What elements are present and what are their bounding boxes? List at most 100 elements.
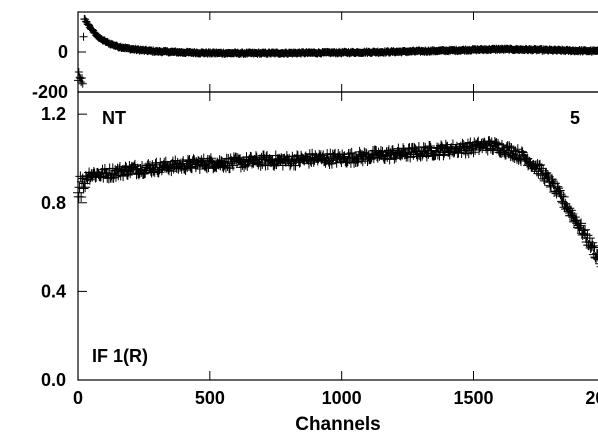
amplitude-point	[587, 240, 598, 251]
amplitude-point	[425, 141, 436, 152]
amplitude-point	[417, 150, 428, 161]
amplitude-point	[564, 203, 575, 214]
amplitude-point	[395, 150, 406, 161]
amplitude-point	[585, 242, 596, 253]
amplitude-y-tick-label: 0.0	[41, 370, 66, 390]
phase-y-tick-label: 0	[58, 42, 68, 62]
amplitude-point	[499, 147, 510, 158]
amplitude-point	[462, 145, 473, 156]
if-label: IF 1(R)	[92, 346, 148, 366]
amplitude-point	[78, 183, 89, 194]
amplitude-point	[375, 145, 386, 156]
amplitude-point	[144, 160, 155, 171]
amplitude-y-tick-label: 1.2	[41, 104, 66, 124]
phase-point	[77, 73, 86, 82]
amplitude-point	[504, 141, 515, 152]
amplitude-point	[253, 159, 264, 170]
amplitude-point	[574, 223, 585, 234]
amplitude-point	[421, 151, 432, 162]
amplitude-point	[500, 149, 511, 160]
amplitude-point	[493, 145, 504, 156]
phase-point	[74, 68, 83, 77]
phase-ticks: 0 -200	[32, 12, 475, 102]
amplitude-point	[505, 151, 516, 162]
amplitude-point	[541, 167, 552, 178]
amplitude-x-tick-label: 500	[195, 388, 225, 408]
amplitude-point	[593, 254, 598, 265]
amplitude-point	[493, 138, 504, 149]
amplitude-point	[110, 171, 121, 182]
amplitude-point	[580, 224, 591, 235]
amplitude-point	[439, 147, 450, 158]
amplitude-point	[536, 163, 547, 174]
amplitude-points	[73, 135, 598, 268]
amplitude-point	[547, 176, 558, 187]
amplitude-point	[115, 170, 126, 181]
amplitude-point	[80, 182, 91, 193]
amplitude-point	[508, 145, 519, 156]
amplitude-point	[432, 149, 443, 160]
amplitude-point	[409, 142, 420, 153]
amplitude-point	[532, 159, 543, 170]
baseline-label: NT	[102, 108, 126, 128]
amplitude-x-tick-label: 1000	[322, 388, 362, 408]
phase-panel: 0 -200	[32, 11, 598, 102]
amplitude-point	[542, 170, 553, 181]
amplitude-point	[186, 163, 197, 174]
amplitude-point	[118, 171, 129, 182]
amplitude-point	[441, 142, 452, 153]
amplitude-point	[214, 155, 225, 166]
amplitude-point	[491, 138, 502, 149]
phase-point	[77, 78, 86, 87]
amplitude-point	[595, 263, 598, 265]
amplitude-point	[582, 230, 593, 241]
amplitude-point	[409, 143, 420, 154]
amplitude-point	[558, 191, 569, 202]
amplitude-x-tick-label: 0	[73, 388, 83, 408]
amplitude-point	[468, 147, 479, 158]
amplitude-point	[553, 187, 564, 198]
amplitude-point	[352, 156, 363, 167]
amplitude-point	[265, 154, 276, 165]
phase-points	[74, 14, 598, 88]
amplitude-point	[488, 144, 499, 155]
amplitude-y-tick-label: 0.8	[41, 193, 66, 213]
amplitude-point	[128, 162, 139, 173]
panel-number-label: 5	[570, 108, 580, 128]
amplitude-point	[170, 155, 181, 166]
x-axis-title: Channels	[295, 414, 381, 434]
amplitude-x-tick-label: 1500	[453, 388, 493, 408]
amplitude-point	[150, 159, 161, 170]
amplitude-point	[557, 197, 568, 208]
amplitude-point	[418, 142, 429, 153]
phase-point	[79, 32, 88, 41]
amplitude-point	[227, 158, 238, 169]
amplitude-point	[185, 161, 196, 172]
amplitude-point	[190, 162, 201, 173]
amplitude-point	[269, 160, 280, 171]
amplitude-point	[112, 163, 123, 174]
amplitude-point	[148, 166, 159, 177]
amplitude-point	[394, 150, 405, 161]
amplitude-point	[76, 191, 87, 202]
amplitude-point	[584, 233, 595, 244]
amplitude-point	[232, 153, 243, 164]
amplitude-point	[181, 160, 192, 171]
amplitude-point	[462, 138, 473, 149]
amplitude-point	[556, 190, 567, 201]
phase-y-tick-label: -200	[32, 82, 68, 102]
amplitude-point	[287, 151, 298, 162]
amplitude-point	[166, 166, 177, 177]
amplitude-point	[242, 160, 253, 171]
amplitude-point	[530, 161, 541, 172]
phase-point	[594, 46, 598, 55]
amplitude-point	[517, 147, 528, 158]
amplitude-frame	[77, 91, 598, 381]
amplitude-point	[326, 158, 337, 169]
phase-point	[78, 79, 87, 88]
amplitude-y-tick-label: 0.4	[41, 281, 66, 301]
